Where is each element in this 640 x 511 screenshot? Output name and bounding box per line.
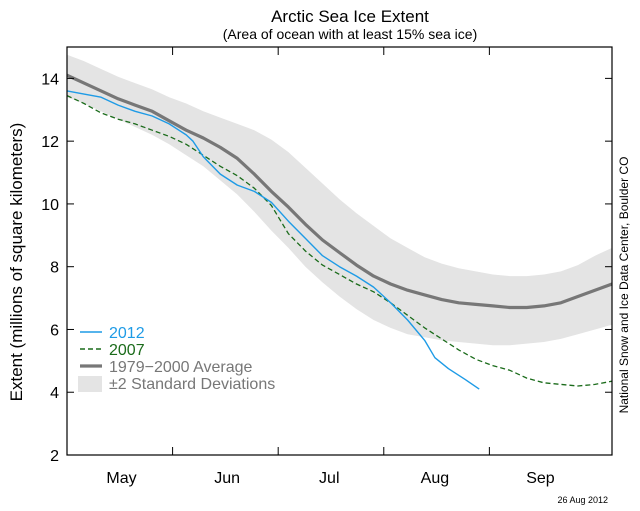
average-line xyxy=(67,73,612,310)
source-credit: National Snow and Ice Data Center, Bould… xyxy=(617,157,631,414)
x-tick-label: Jul xyxy=(319,470,339,487)
legend-label: 1979−2000 Average xyxy=(109,359,253,376)
legend-label: 2012 xyxy=(109,325,145,342)
x-tick-label: Aug xyxy=(421,470,449,487)
y-tick-label: 8 xyxy=(50,260,59,277)
series-2007-line xyxy=(67,95,612,387)
y-tick-label: 6 xyxy=(50,322,59,339)
y-tick-label: 4 xyxy=(50,385,59,402)
legend-label: ±2 Standard Deviations xyxy=(109,376,275,393)
x-tick-label: Jun xyxy=(214,470,240,487)
y-tick-label: 14 xyxy=(41,71,59,88)
plot-frame xyxy=(66,46,613,456)
y-axis-label: Extent (millions of square kilometers) xyxy=(7,123,26,402)
plot-area xyxy=(67,54,612,390)
x-tick-label: Sep xyxy=(526,470,555,487)
x-tick-label: May xyxy=(106,470,136,487)
series-2012-line xyxy=(67,90,480,390)
legend-swatch xyxy=(78,376,102,392)
date-stamp: 26 Aug 2012 xyxy=(557,495,608,505)
y-tick-label: 2 xyxy=(50,448,59,465)
legend-label: 2007 xyxy=(109,342,145,359)
chart-title: Arctic Sea Ice Extent xyxy=(271,7,429,26)
chart-subtitle: (Area of ocean with at least 15% sea ice… xyxy=(223,26,477,42)
y-tick-label: 10 xyxy=(41,197,59,214)
std-dev-band xyxy=(67,54,612,346)
y-tick-label: 12 xyxy=(41,134,59,151)
axes: 2 4 6 8 10 12 14 May Jun Jul Aug Sep xyxy=(41,46,613,487)
